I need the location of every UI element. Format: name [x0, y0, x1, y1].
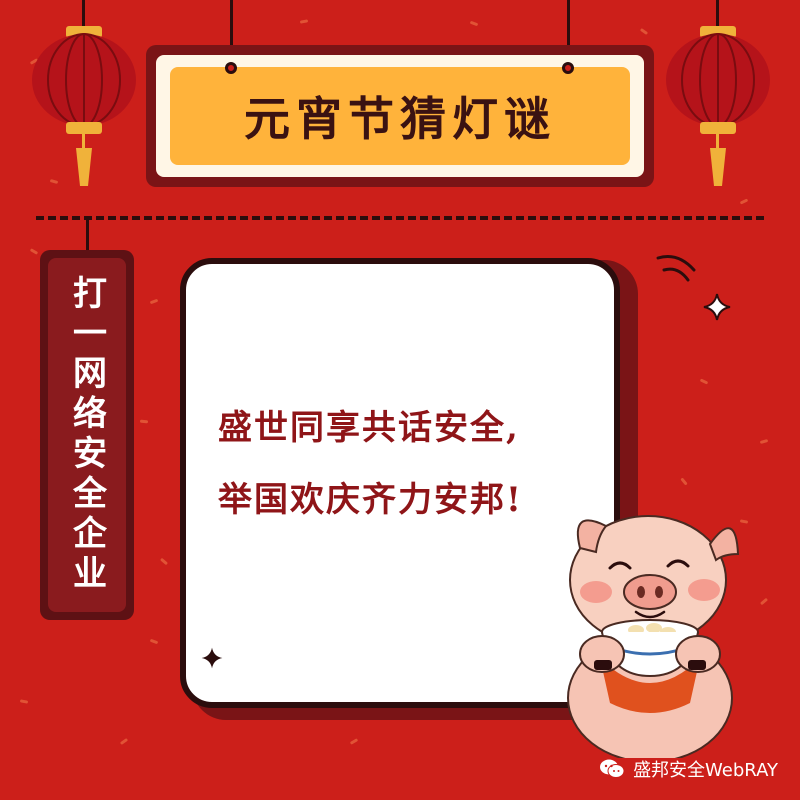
- wechat-icon: [600, 759, 625, 778]
- watermark: 盛邦安全WebRAY: [599, 756, 778, 782]
- sparkle-icon: [703, 293, 731, 321]
- dashed-divider: [36, 216, 764, 220]
- riddle-text: 盛世同享共话安全, 举国欢庆齐力安邦!: [218, 392, 618, 536]
- title-ring-right: [562, 62, 574, 74]
- title-ring-left: [225, 62, 237, 74]
- title-rope-right: [567, 0, 570, 66]
- title-board: 元宵节猜灯谜: [146, 45, 654, 187]
- sparkle-small-icon: [201, 647, 223, 669]
- motion-lines-icon: [656, 255, 696, 282]
- watermark-text: 盛邦安全WebRAY: [633, 760, 778, 781]
- page-title: 元宵节猜灯谜: [244, 92, 556, 146]
- hint-rope: [86, 218, 89, 252]
- riddle-hint: 打一网络安全企业: [66, 275, 107, 595]
- hint-board: 打一网络安全企业: [40, 250, 134, 620]
- riddle-line-1: 盛世同享共话安全,: [218, 408, 520, 448]
- riddle-card: [180, 258, 620, 708]
- lantern-right-icon: [666, 0, 770, 186]
- title-plate: 元宵节猜灯谜: [170, 67, 630, 165]
- lantern-left-icon: [32, 0, 136, 186]
- riddle-line-2: 举国欢庆齐力安邦!: [218, 480, 523, 520]
- title-rope-left: [230, 0, 233, 66]
- pig-mascot-icon: [567, 515, 740, 758]
